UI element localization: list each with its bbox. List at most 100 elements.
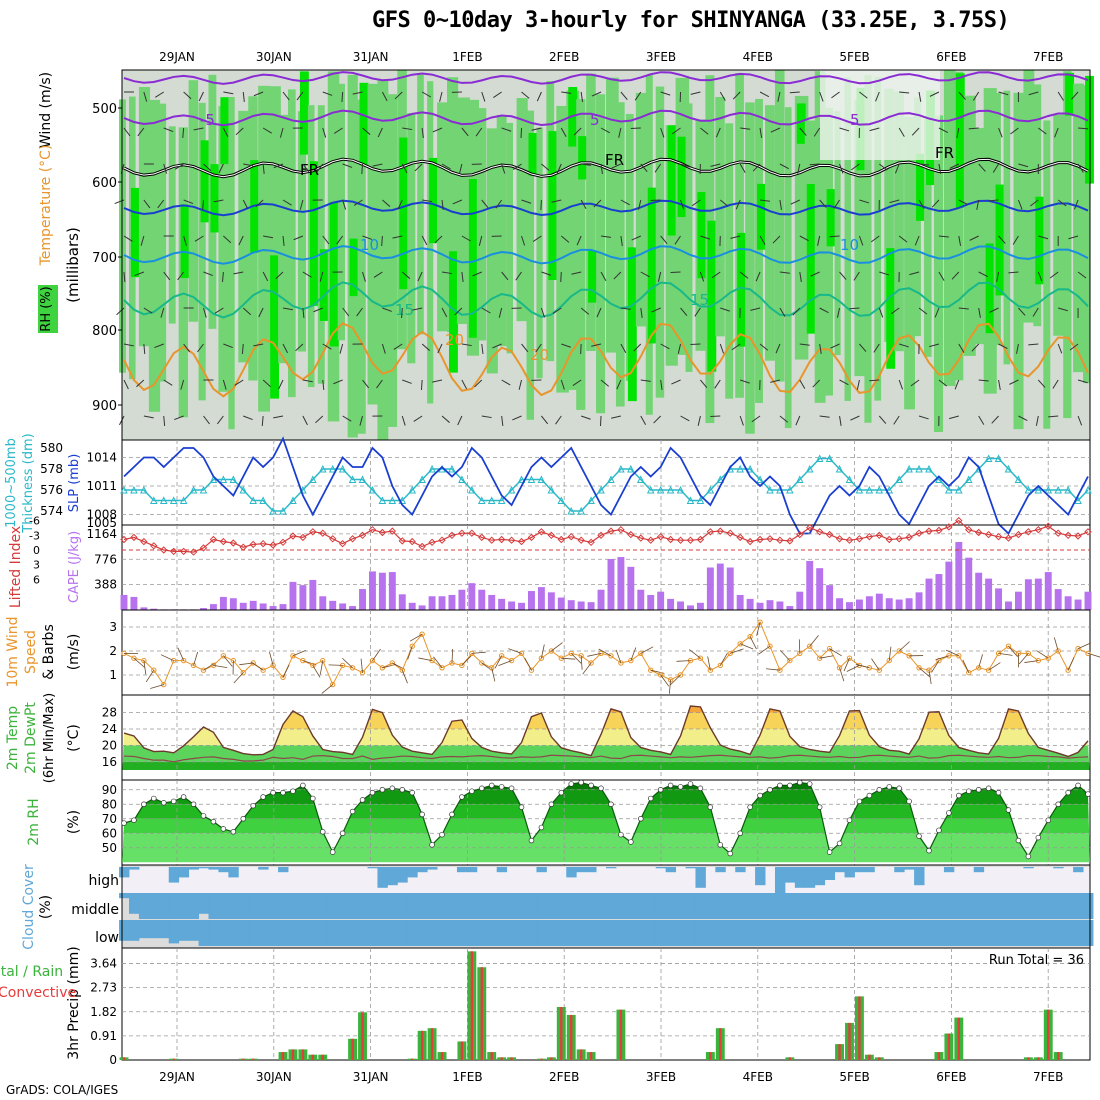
wind-barb — [413, 415, 423, 422]
cloud-cell-middle — [794, 893, 806, 919]
thickness-marker — [487, 496, 496, 504]
thickness-marker — [656, 485, 665, 494]
cloud-cell-middle — [367, 893, 378, 919]
wind-barb — [1012, 235, 1019, 245]
temp-contour-15 — [123, 281, 1089, 319]
date-label-bottom: 7FEB — [1033, 1070, 1063, 1084]
rh-shade-high — [349, 238, 359, 297]
cloud-cell-middle — [725, 893, 736, 919]
cape-bar — [329, 600, 337, 610]
wind-unit-label: (m/s) — [66, 634, 82, 671]
wind-barb — [839, 127, 850, 132]
wind-barb — [143, 415, 154, 419]
wind-barb-10m — [615, 649, 622, 664]
thickness-marker — [408, 485, 417, 494]
precip-convective-bar — [351, 1038, 354, 1060]
cape-bar — [428, 596, 436, 610]
lifted-index-marker — [567, 532, 575, 541]
lifted-index-marker — [895, 535, 903, 543]
thickness-marker — [557, 496, 566, 504]
thickness-marker — [994, 454, 1003, 462]
cape-bar — [209, 604, 217, 610]
wind-barb — [203, 307, 207, 318]
wind-barb — [222, 127, 229, 138]
wind-barb-10m — [582, 662, 592, 675]
lifted-index-marker — [756, 535, 764, 544]
cloud-cell-low — [973, 920, 985, 946]
wind-barb-10m — [707, 656, 711, 671]
wind-barb-10m — [676, 660, 691, 662]
cloud-cell-middle — [427, 893, 438, 919]
cloud-cell-high — [834, 867, 845, 873]
lifted-index-marker — [507, 536, 516, 544]
wind-barb — [157, 199, 165, 209]
wind-barb — [759, 235, 766, 245]
rh-marker — [806, 781, 813, 787]
wind-barb — [518, 379, 523, 390]
cape-bar — [816, 568, 824, 610]
wind-speed-marker — [598, 650, 604, 657]
cloud-cell-high — [794, 867, 806, 888]
cloud-cell-high — [576, 867, 587, 873]
rh-shade-mid — [357, 99, 366, 434]
rh-marker — [558, 789, 565, 796]
wind-barb — [401, 415, 406, 426]
thickness-marker — [666, 485, 675, 494]
wind-barb-10m — [498, 660, 512, 666]
rh-shade-high — [399, 137, 409, 290]
rh-shade-mid — [536, 127, 543, 379]
cape-bar — [995, 588, 1003, 610]
wind-barb — [520, 127, 523, 139]
lifted-index-marker — [378, 528, 387, 537]
wind-barb — [422, 199, 433, 203]
wind-barb — [817, 235, 821, 246]
wind-barb — [137, 127, 145, 137]
wind-barb — [772, 235, 781, 244]
rh-marker — [777, 782, 783, 789]
wind-barb — [282, 91, 290, 101]
lifted-index-marker — [189, 548, 198, 556]
wind-barb — [293, 235, 304, 241]
cape-bar — [1064, 596, 1072, 610]
cape-bar — [985, 578, 993, 610]
wind-barb-10m — [494, 655, 503, 669]
wind-barb — [541, 415, 549, 425]
rh-marker — [737, 830, 743, 836]
wind-barb — [437, 343, 443, 354]
wind-speed-marker — [459, 662, 465, 669]
lifted-index-marker — [965, 525, 973, 534]
wind-barb-10m — [409, 633, 423, 642]
date-label-bottom: 3FEB — [646, 1070, 676, 1084]
wind-barb — [241, 343, 244, 355]
slp-axis-label: SLP (mb) — [67, 454, 82, 513]
wind-barb-10m — [928, 670, 932, 685]
precip-convective-bar — [957, 1017, 960, 1060]
cloud-cell-middle — [834, 893, 845, 919]
rh-shade-mid — [317, 105, 325, 384]
wind-barb — [434, 235, 443, 244]
cloud-cell-middle — [526, 893, 537, 919]
thickness-marker — [706, 485, 715, 494]
rh-shade-mid — [556, 105, 569, 393]
wind-barb — [978, 163, 986, 172]
wind-speed-marker — [310, 662, 316, 669]
wind-barb — [302, 415, 308, 426]
cloud-cell-middle — [894, 893, 905, 919]
cloud-cell-low — [347, 920, 359, 946]
cape-bar — [249, 600, 257, 610]
cloud-cell-low — [953, 920, 965, 946]
thickness-marker — [199, 485, 208, 494]
cloud-cell-high — [168, 867, 180, 883]
lifted-index-marker — [656, 532, 665, 541]
cape-bar — [895, 599, 903, 610]
cloud-cell-high — [894, 867, 905, 873]
rh-shade-high — [319, 249, 329, 321]
lifted-index-marker — [666, 535, 675, 544]
rh-marker — [707, 804, 714, 810]
precip-convective-bar — [868, 1054, 871, 1060]
wind-barb — [899, 91, 910, 94]
rh-shade-high — [826, 189, 836, 247]
rh-shade-mid — [963, 95, 976, 356]
wind-barb-10m — [193, 651, 199, 666]
rh-marker — [667, 782, 674, 789]
